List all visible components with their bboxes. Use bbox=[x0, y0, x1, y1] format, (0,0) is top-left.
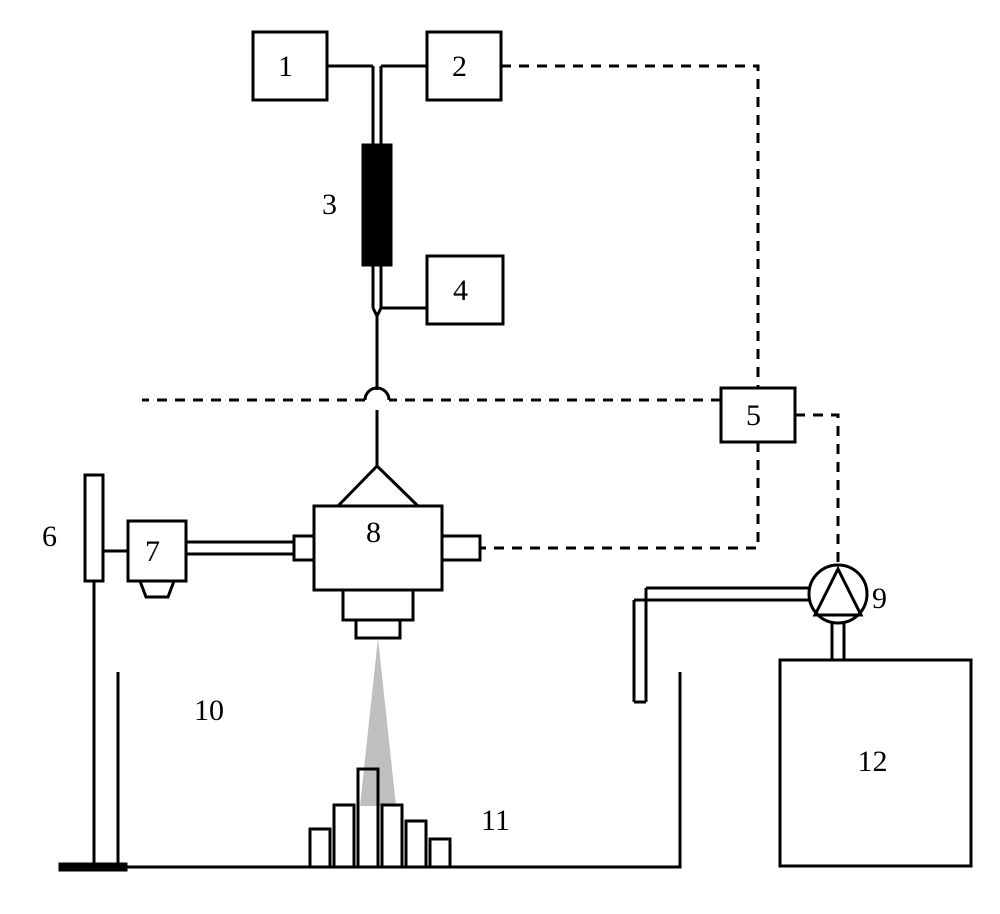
node-label-9: 9 bbox=[872, 582, 887, 616]
node-label-6: 6 bbox=[42, 520, 57, 554]
node-label-1: 1 bbox=[278, 50, 293, 84]
node-label-4: 4 bbox=[453, 274, 468, 308]
node-label-8: 8 bbox=[366, 516, 381, 550]
node-label-2: 2 bbox=[452, 50, 467, 84]
node-label-5: 5 bbox=[746, 399, 761, 433]
node-label-10: 10 bbox=[194, 694, 224, 728]
node-label-3: 3 bbox=[322, 188, 337, 222]
node-label-11: 11 bbox=[481, 804, 510, 838]
node-label-7: 7 bbox=[145, 535, 160, 569]
node-label-12: 12 bbox=[858, 745, 888, 779]
